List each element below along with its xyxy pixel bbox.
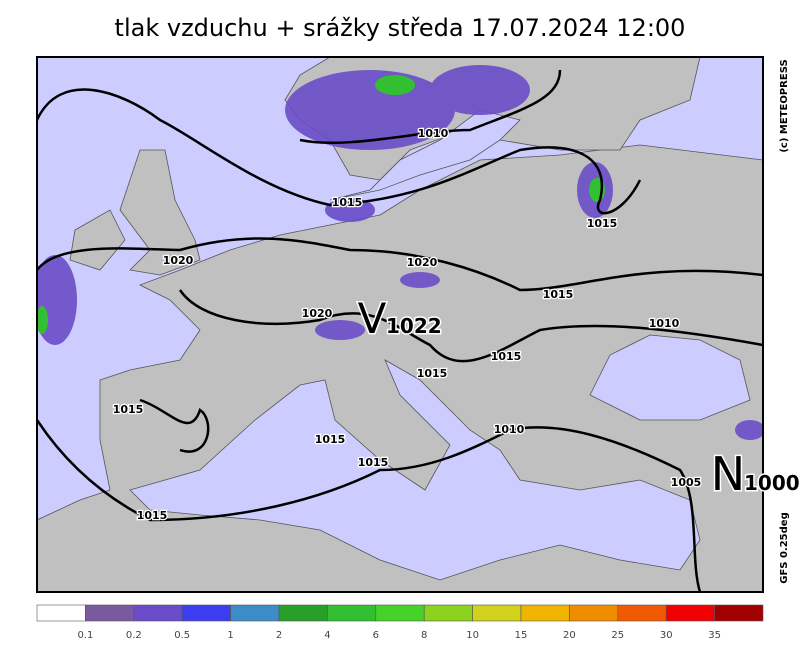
isobar-label: 1010 [494, 423, 525, 436]
legend-swatch [278, 604, 328, 622]
isobar-label: 1015 [113, 403, 144, 416]
isobar-label: 1015 [543, 288, 574, 301]
legend-swatch [423, 604, 473, 622]
legend-swatch [133, 604, 183, 622]
inland-seas [129, 109, 751, 581]
legend-swatch [327, 604, 377, 622]
legend-swatch [714, 604, 764, 622]
legend-swatch [375, 604, 425, 622]
legend-label: 15 [515, 630, 528, 641]
pressure-center-letter: N [711, 447, 745, 501]
legend-swatch [520, 604, 570, 622]
legend-swatch [36, 604, 86, 622]
legend-swatch [85, 604, 135, 622]
title: tlak vzduchu + srážky středa 17.07.2024 … [115, 14, 686, 42]
legend-label: 25 [611, 630, 624, 641]
legend-label: 0.5 [174, 630, 190, 641]
isobar-label: 1015 [315, 433, 346, 446]
map-frame [36, 56, 764, 593]
legend-swatch [665, 604, 715, 622]
legend-label: 6 [373, 630, 379, 641]
legend-swatch [617, 604, 667, 622]
isobar-label: 1015 [358, 456, 389, 469]
isobar-label: 1005 [671, 476, 702, 489]
legend-label: 2 [276, 630, 282, 641]
legend-label: 4 [324, 630, 330, 641]
legend-swatch [230, 604, 280, 622]
legend-label: 20 [563, 630, 576, 641]
pressure-center-value: 1022 [386, 314, 442, 338]
map [37, 57, 763, 592]
pressure-center-letter: V [358, 294, 387, 343]
isobar-label: 1020 [163, 254, 194, 267]
isobar-label: 1015 [137, 509, 168, 522]
legend-label: 1 [227, 630, 233, 641]
model-label: GFS 0.25deg [779, 512, 790, 584]
legend-label: 10 [466, 630, 479, 641]
legend-swatch [569, 604, 619, 622]
isobar-label: 1020 [302, 307, 333, 320]
isobar-label: 1015 [587, 217, 618, 230]
isobar-label: 1020 [407, 256, 438, 269]
legend-swatch [472, 604, 522, 622]
legend-label: 35 [708, 630, 721, 641]
legend-swatch [181, 604, 231, 622]
isobars [37, 69, 763, 592]
isobar-label: 1015 [417, 367, 448, 380]
legend-label: 8 [421, 630, 427, 641]
isobar-label: 1015 [332, 196, 363, 209]
isobar-label: 1010 [418, 127, 449, 140]
legend-label: 0.1 [77, 630, 93, 641]
legend-label: 0.2 [126, 630, 142, 641]
isobar-label: 1015 [491, 350, 522, 363]
isobar-label: 1010 [649, 317, 680, 330]
legend-label: 30 [660, 630, 673, 641]
copyright: (c) METEOPRESS [779, 59, 790, 152]
pressure-center-value: 1000 [744, 471, 800, 495]
